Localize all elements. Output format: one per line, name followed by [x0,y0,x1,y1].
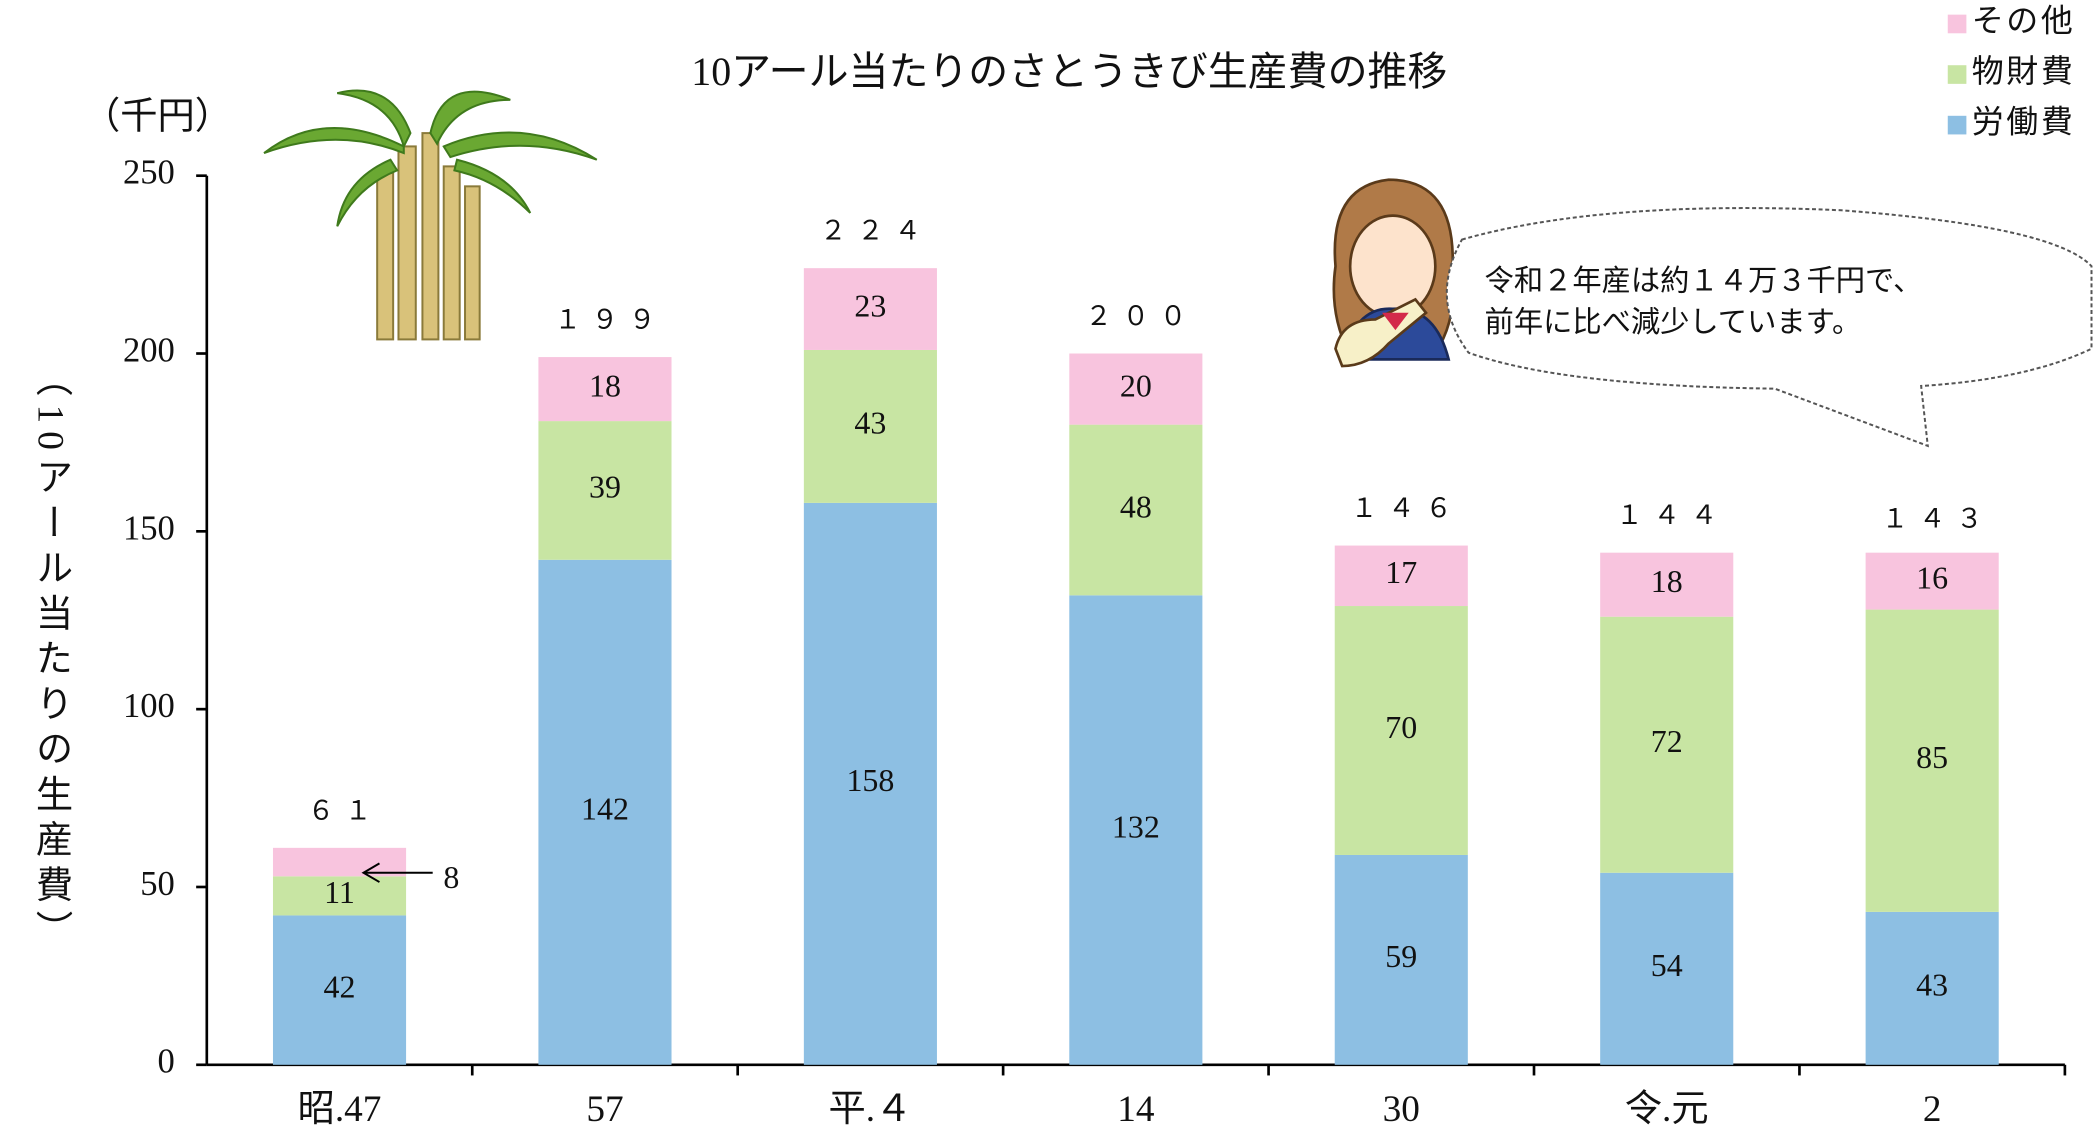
value-label: 20 [1120,368,1152,403]
total-label: １９９ [554,305,666,335]
y-tick-label: 150 [123,509,175,547]
value-label: 16 [1916,560,1948,595]
value-label: 23 [854,288,886,323]
y-unit: （千円） [83,96,232,137]
y-axis-title: （10アール当たりの生産費） [30,359,74,955]
value-label: 70 [1385,710,1417,745]
value-label: 48 [1120,489,1152,524]
bubble-text: 令和２年産は約１４万３千円で、 [1485,264,1923,298]
value-label: 54 [1651,948,1683,983]
y-tick-label: 50 [140,865,175,903]
value-label: 17 [1385,555,1417,590]
x-tick-label: 14 [1117,1089,1155,1130]
value-label: 43 [854,406,886,441]
x-tick-label: 2 [1923,1089,1942,1130]
legend-label: その他 [1972,3,2076,38]
x-tick-label: 令.元 [1625,1088,1709,1130]
total-label: ２００ [1085,301,1197,331]
x-tick-label: 昭.47 [298,1089,382,1130]
total-label: １４６ [1351,493,1463,523]
value-label: 39 [589,470,621,505]
value-label: 11 [324,875,355,910]
y-tick-label: 200 [123,331,175,369]
y-tick-label: 250 [123,154,175,192]
x-tick-label: 平.４ [828,1089,912,1130]
value-label: 8 [443,860,459,895]
value-label: 59 [1385,939,1417,974]
legend-swatch [1948,15,1967,34]
page: 10アール当たりのさとうきび生産費の推移 （千円） （10アール当たりの生産費）… [0,0,2096,1142]
value-label: 132 [1112,809,1160,844]
chart: 10アール当たりのさとうきび生産費の推移 （千円） （10アール当たりの生産費）… [0,0,2096,1142]
value-label: 43 [1916,968,1948,1003]
x-tick-label: 30 [1383,1089,1420,1130]
y-tick-label: 0 [158,1043,175,1081]
value-label: 72 [1651,724,1683,759]
x-tick-label: 57 [586,1089,623,1130]
value-label: 85 [1916,740,1948,775]
legend-label: 物財費 [1972,54,2076,89]
value-label: 142 [581,792,629,827]
value-label: 18 [1651,564,1683,599]
total-label: ６１ [308,795,383,825]
total-label: １４３ [1882,504,1994,534]
legend-swatch [1948,116,1967,135]
legend-label: 労働費 [1972,104,2076,139]
value-label: 42 [324,969,356,1004]
value-label: 158 [846,763,894,798]
sugarcane-illustration [264,91,597,340]
legend-swatch [1948,65,1967,84]
y-tick-label: 100 [123,687,175,725]
character-illustration [1334,180,1454,366]
chart-title: 10アール当たりのさとうきび生産費の推移 [691,49,1447,94]
total-label: １４４ [1616,500,1728,530]
value-label: 18 [589,368,621,403]
bubble-text: 前年に比べ減少しています。 [1485,305,1862,339]
total-label: ２２４ [820,216,932,246]
